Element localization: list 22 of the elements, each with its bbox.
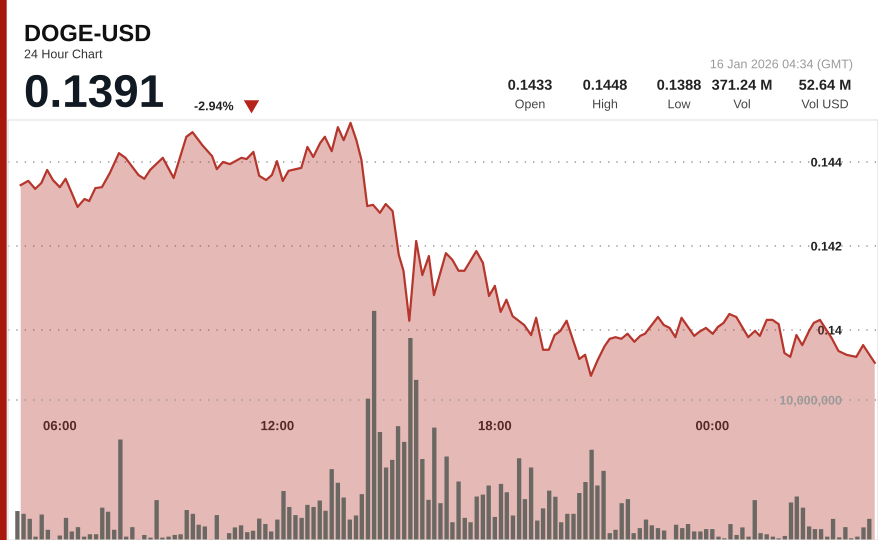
y-tick-label: 0.142 [811,242,842,251]
x-tick-label: 06:00 [43,420,76,430]
text: 0.1448 [583,80,627,90]
x-tick-label: 12:00 [261,420,294,430]
text: 0.1391 [26,74,163,108]
text: 52.64 M [799,80,850,90]
text: Vol [733,99,750,108]
text: -2.94% [194,102,234,110]
text: Low [668,100,690,108]
x-tick-label: 18:00 [478,420,512,430]
text: 0.1388 [657,80,701,90]
y-tick-label: 0.144 [811,158,842,167]
text: High [593,99,618,111]
text: Open [515,100,544,111]
y2-tick-label: 10,000,000 [780,396,842,406]
chart-subtitle: 24 Hour Chart [24,49,102,58]
chart-title: DOGE-USD [26,24,150,42]
text: 0.1433 [508,80,552,90]
text: 371.24 M [712,80,772,90]
x-tick-label: 00:00 [696,420,729,430]
text: Vol USD [801,99,848,108]
text: 16 Jan 2026 04:34 (GMT) [710,59,852,71]
